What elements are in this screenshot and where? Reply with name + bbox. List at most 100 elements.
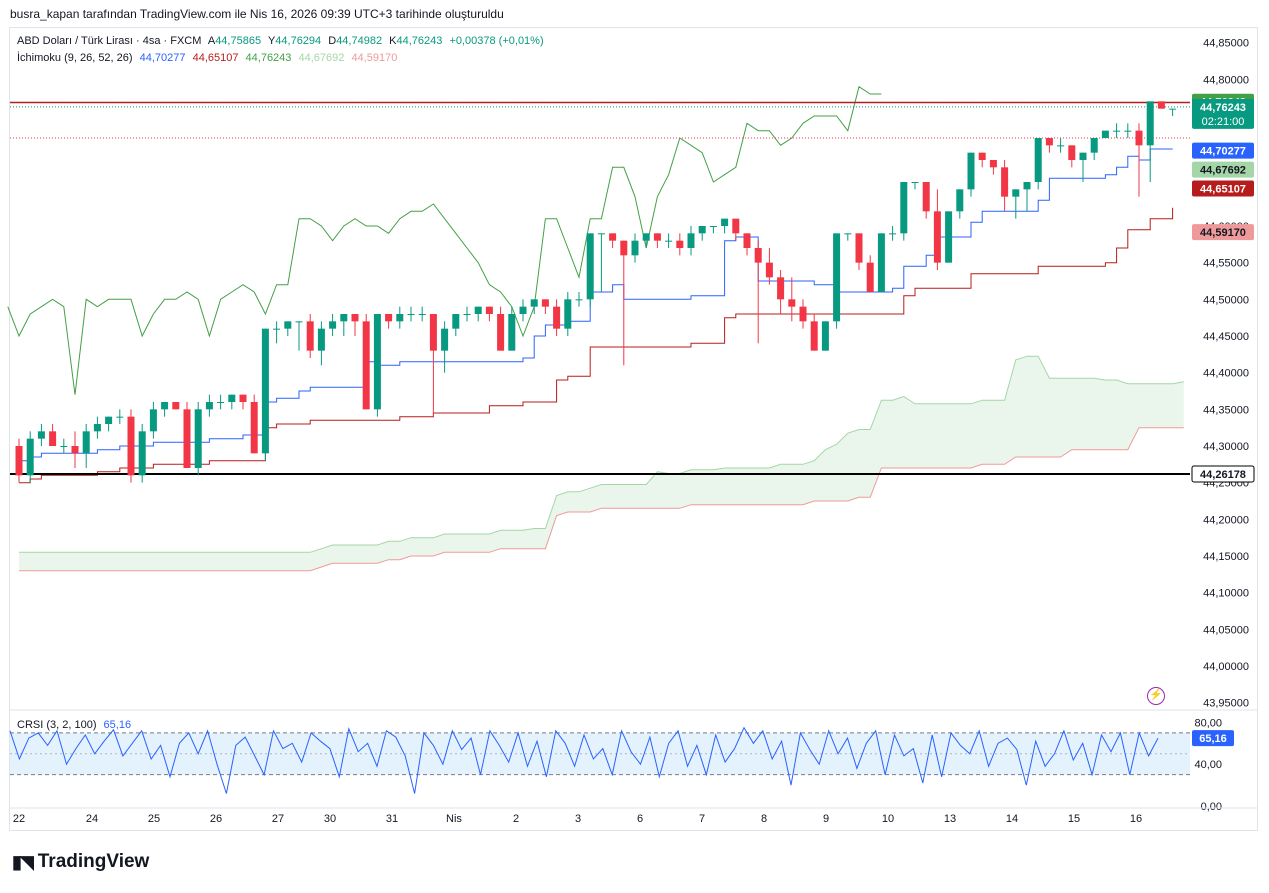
open-label: A: [207, 35, 216, 47]
candle-body: [721, 218, 729, 226]
candle-body: [385, 314, 393, 322]
ichimoku-base-value: 44,65107: [192, 52, 239, 64]
x-tick-label: 8: [761, 813, 767, 825]
symbol-legend[interactable]: ABD Doları / Türk Lirası · 4sa · FXCM A4…: [17, 35, 548, 47]
candle: [1057, 138, 1065, 153]
ichimoku-lead-b-value: 44,59170: [351, 52, 398, 64]
candle: [553, 299, 561, 336]
candle-body: [250, 402, 258, 454]
ichimoku-lagging-value: 44,76243: [245, 52, 292, 64]
crsi-legend[interactable]: CRSI (3, 2, 100) 65,16: [17, 719, 135, 731]
x-tick-label: 26: [210, 813, 222, 825]
candle: [396, 306, 404, 329]
price-axis-label-box: [1192, 180, 1254, 197]
candle: [1079, 152, 1087, 182]
candle: [799, 299, 807, 329]
candle: [743, 233, 751, 256]
tradingview-brand[interactable]: ▮◥ TradingView: [12, 851, 149, 873]
candle: [866, 255, 874, 292]
candle: [855, 233, 863, 270]
candle: [989, 160, 997, 175]
candle-body: [530, 299, 538, 307]
y-tick-label: 44,40000: [1203, 368, 1249, 380]
x-tick-label: 15: [1068, 813, 1080, 825]
candle: [530, 299, 538, 314]
candle-body: [877, 233, 885, 292]
candle: [105, 416, 113, 432]
y-tick-label: 44,80000: [1203, 74, 1249, 86]
candle: [306, 314, 314, 358]
candle-body: [105, 416, 113, 424]
candle: [956, 189, 964, 219]
price-axis-label: 44,65107: [1200, 184, 1246, 196]
candle: [1135, 123, 1143, 197]
candle-body: [1045, 138, 1053, 146]
x-tick-label: 6: [637, 813, 643, 825]
candle: [49, 424, 57, 446]
y-tick-label: 44,35000: [1203, 404, 1249, 416]
candle: [1101, 130, 1109, 138]
candle: [474, 306, 482, 322]
price-axis-label: 44,26178: [1200, 469, 1246, 481]
candle: [161, 402, 169, 417]
candle-body: [911, 182, 919, 183]
candle-body: [306, 321, 314, 351]
candle: [441, 321, 449, 373]
candle: [1113, 123, 1121, 138]
candle-body: [26, 438, 34, 476]
ichimoku-conversion-value: 44,70277: [139, 52, 186, 64]
candle: [945, 211, 953, 263]
candle-body: [642, 233, 650, 241]
candle: [877, 233, 885, 292]
candle: [37, 424, 45, 446]
candle-body: [1157, 101, 1165, 109]
y-tick-label: 44,45000: [1203, 331, 1249, 343]
candle-body: [485, 306, 493, 314]
candle-body: [933, 211, 941, 263]
candle-body: [116, 416, 124, 418]
candle-body: [1113, 130, 1121, 132]
candle: [418, 306, 426, 322]
close-label: K: [389, 35, 397, 47]
candle-body: [631, 240, 639, 256]
candle: [900, 182, 908, 241]
candle-body: [709, 226, 717, 227]
ichimoku-base-line: [19, 207, 1174, 484]
candle-body: [1124, 130, 1132, 132]
candle-body: [1169, 108, 1177, 110]
candle-body: [508, 314, 516, 351]
crsi-last-box: [1192, 730, 1234, 747]
candle-body: [821, 321, 829, 351]
candle: [194, 402, 202, 476]
candle: [239, 394, 247, 410]
candle-body: [754, 248, 762, 263]
candle-body: [978, 152, 986, 160]
candle-body: [788, 299, 796, 307]
price-axis-label-box: [1192, 161, 1254, 178]
candle-body: [239, 394, 247, 402]
candle-body: [1146, 101, 1154, 146]
candle-body: [967, 152, 975, 190]
candle: [1001, 160, 1009, 212]
candle-body: [1101, 130, 1109, 138]
lightning-icon[interactable]: ⚡: [1147, 687, 1165, 705]
candle: [340, 314, 348, 336]
candle: [911, 182, 919, 190]
candle: [26, 431, 34, 483]
x-tick-label: 16: [1130, 813, 1142, 825]
candle-body: [261, 328, 269, 454]
candle-body: [161, 402, 169, 410]
candle-body: [205, 402, 213, 410]
candle-body: [463, 314, 471, 315]
candle-body: [1090, 138, 1098, 153]
x-tick-label: 13: [944, 813, 956, 825]
candle: [642, 233, 650, 248]
price-axis-label: 44,67692: [1200, 165, 1246, 177]
candle: [665, 233, 673, 248]
chart-frame: [9, 27, 1258, 831]
candle: [653, 233, 661, 248]
ichimoku-legend[interactable]: İchimoku (9, 26, 52, 26) 44,70277 44,651…: [17, 52, 401, 64]
candle: [844, 233, 852, 241]
price-axis-label-box: [1192, 224, 1254, 241]
